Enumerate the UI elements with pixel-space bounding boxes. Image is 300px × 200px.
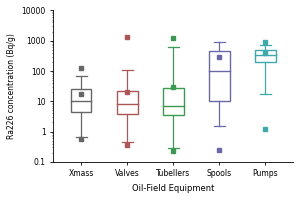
Bar	[163, 88, 184, 115]
Y-axis label: Ra226 concentration (Bq/g): Ra226 concentration (Bq/g)	[7, 33, 16, 139]
Bar	[117, 91, 137, 114]
Bar	[209, 51, 230, 101]
Bar	[71, 89, 92, 112]
Bar	[255, 50, 276, 62]
X-axis label: Oil-Field Equipment: Oil-Field Equipment	[132, 184, 214, 193]
